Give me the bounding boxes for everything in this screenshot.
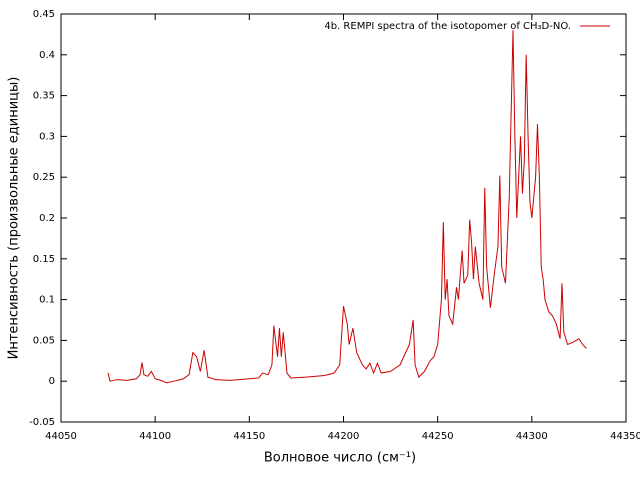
x-tick-label: 44200 <box>328 431 360 442</box>
y-tick-label: 0.3 <box>39 131 55 142</box>
y-tick-label: 0.4 <box>39 50 55 61</box>
y-tick-label: 0.1 <box>39 295 55 306</box>
x-tick-label: 44100 <box>139 431 171 442</box>
x-tick-label: 44150 <box>233 431 265 442</box>
x-tick-label: 44250 <box>422 431 454 442</box>
x-tick-label: 44050 <box>45 431 77 442</box>
y-tick-label: 0.25 <box>33 172 55 183</box>
x-tick-label: 44350 <box>610 431 640 442</box>
y-tick-label: 0.35 <box>33 91 55 102</box>
y-tick-label: 0.45 <box>33 9 55 20</box>
y-tick-label: 0 <box>49 376 55 387</box>
legend-label: 4b. REMPI spectra of the isotopomer of C… <box>324 21 571 32</box>
y-tick-label: 0.15 <box>33 254 55 265</box>
y-tick-label: 0.05 <box>33 335 55 346</box>
x-axis-label: Волновое число (см⁻¹) <box>264 451 416 466</box>
y-tick-label: -0.05 <box>29 417 55 428</box>
y-axis-label: Интенсивность (произвольные единицы) <box>7 77 22 360</box>
plot-border <box>60 13 627 423</box>
data-line <box>107 30 587 384</box>
x-tick-label: 44300 <box>516 431 548 442</box>
y-tick-label: 0.2 <box>39 213 55 224</box>
